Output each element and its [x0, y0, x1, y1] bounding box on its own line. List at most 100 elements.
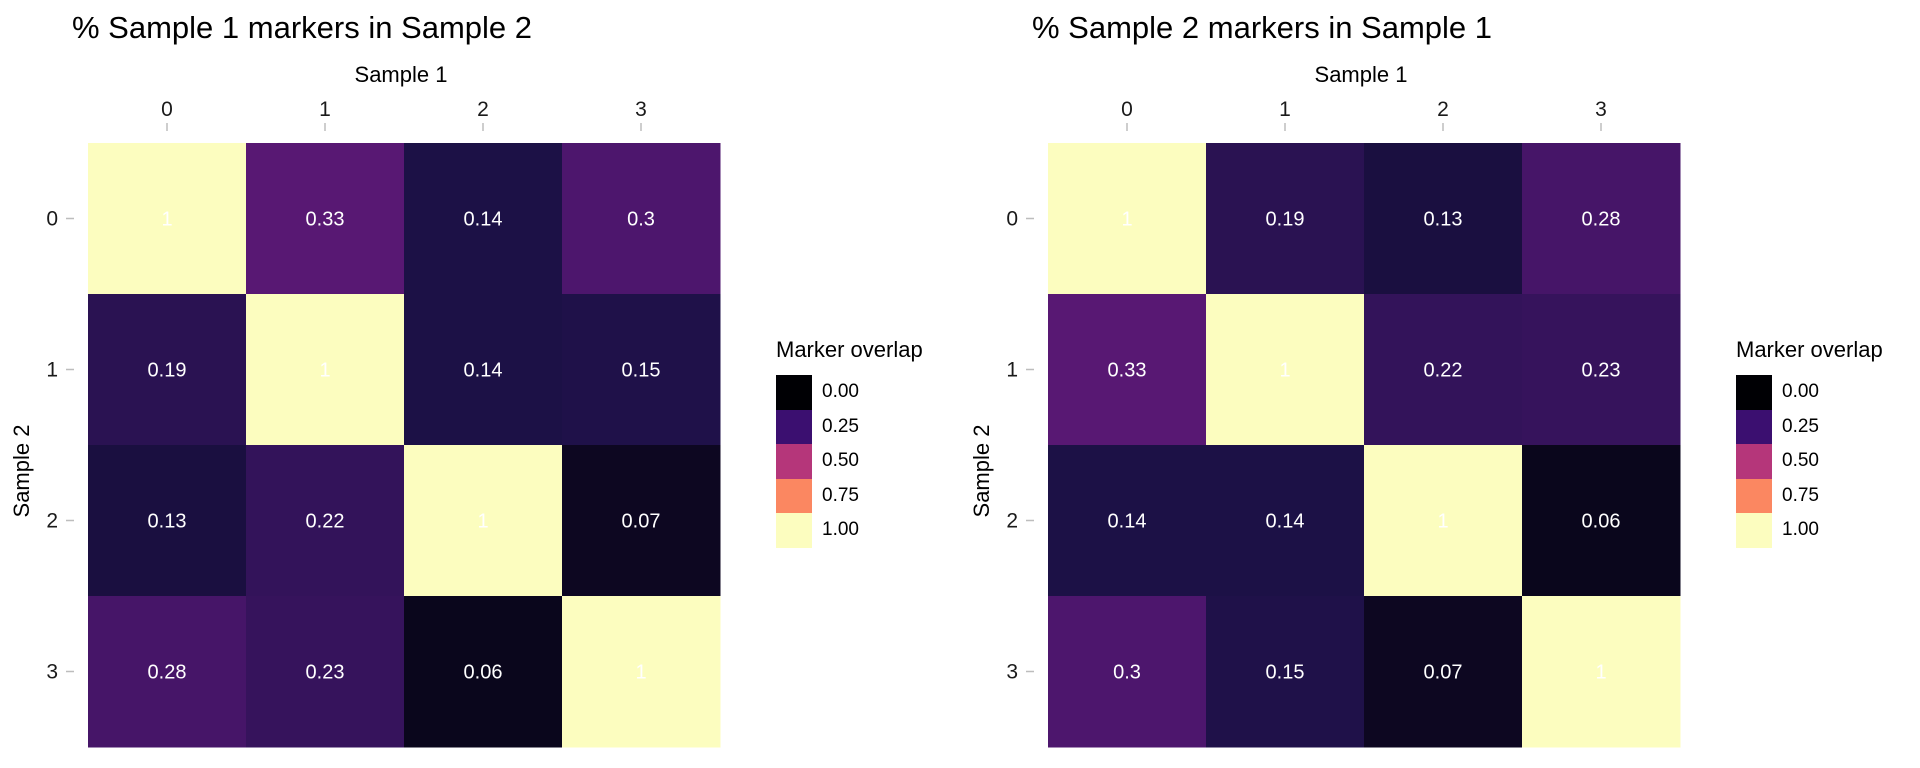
heatmap-cell: [562, 294, 721, 446]
cell-value-label: 0.07: [1424, 662, 1463, 684]
cell-value-label: 0.22: [306, 511, 345, 533]
y-tick-label: 2: [1006, 510, 1018, 533]
heatmap-cell: [562, 143, 721, 295]
heatmap-cell: [1522, 596, 1681, 748]
heatmap-cell: [1206, 143, 1365, 295]
legend-swatch: [776, 375, 812, 410]
heatmap-cell: [404, 143, 563, 295]
cell-value-label: 0.19: [1266, 209, 1305, 231]
heatmap-cell: [1048, 294, 1207, 446]
heatmap-cell: [562, 596, 721, 748]
heatmap-cell: [88, 445, 247, 597]
cell-value-label: 1: [319, 360, 330, 382]
legend-swatch: [1736, 444, 1772, 479]
heatmap-cell: [88, 294, 247, 446]
cell-value-label: 0.07: [622, 511, 661, 533]
legend-label: 0.25: [1782, 415, 1819, 437]
x-tick-label: 3: [1595, 98, 1607, 121]
cell-value-label: 0.13: [1424, 209, 1463, 231]
legend-swatch: [1736, 409, 1772, 444]
legend-swatch: [1736, 375, 1772, 410]
y-tick-label: 0: [1006, 208, 1018, 231]
legend-label: 0.00: [822, 381, 859, 402]
cell-value-label: 0.23: [1582, 360, 1621, 382]
legend-label: 0.00: [1782, 381, 1819, 402]
cell-value-label: 0.13: [148, 511, 187, 533]
heatmap-cell: [1522, 143, 1681, 295]
legend-swatch: [776, 409, 812, 444]
heatmap-cell: [246, 143, 405, 295]
heatmap-cell: [246, 596, 405, 748]
legend-swatch: [1736, 478, 1772, 513]
heatmap-cell: [88, 596, 247, 748]
legend-swatch: [776, 444, 812, 479]
legend-swatch: [1736, 513, 1772, 548]
heatmap-cell: [88, 143, 247, 295]
x-tick-label: 2: [1437, 98, 1449, 121]
legend-label: 1.00: [822, 519, 859, 540]
cell-value-label: 0.15: [1266, 662, 1305, 684]
heatmap-panel-right: % Sample 2 markers in Sample 1 Sample 1 …: [960, 0, 1920, 768]
legend-swatch: [776, 478, 812, 513]
cell-value-label: 0.15: [622, 360, 661, 382]
cell-value-label: 0.3: [627, 209, 655, 231]
cell-value-label: 1: [635, 662, 646, 684]
cell-value-label: 0.28: [1582, 209, 1621, 231]
heatmap-cell: [1048, 445, 1207, 597]
cell-value-label: 0.23: [306, 662, 345, 684]
legend-label: 0.50: [822, 450, 859, 471]
cell-value-label: 1: [1595, 662, 1606, 684]
legend-title: Marker overlap: [776, 337, 923, 362]
legend-label: 1.00: [1782, 519, 1819, 540]
cell-value-label: 0.3: [1113, 662, 1141, 684]
x-tick-label: 2: [477, 98, 489, 121]
cell-value-label: 1: [1279, 360, 1290, 382]
cell-value-label: 0.14: [1266, 511, 1305, 533]
cell-value-label: 0.14: [464, 360, 503, 382]
heatmap-panel-left: % Sample 1 markers in Sample 2 Sample 1 …: [9, 10, 923, 748]
y-tick-label: 2: [46, 510, 58, 533]
x-tick-label: 1: [1279, 98, 1291, 121]
legend-label: 0.50: [1782, 450, 1819, 471]
x-axis-label: Sample 1: [354, 62, 448, 87]
heatmap-cell: [246, 294, 405, 446]
heatmap-cell: [246, 445, 405, 597]
x-tick-label: 0: [1121, 98, 1133, 121]
heatmap-cell: [1522, 294, 1681, 446]
heatmap-cell: [1364, 445, 1523, 597]
legend-title: Marker overlap: [1736, 337, 1883, 362]
legend-label: 0.75: [822, 484, 859, 506]
heatmap-cell: [1364, 294, 1523, 446]
x-axis-label: Sample 1: [1314, 62, 1408, 87]
heatmap-cell: [1206, 445, 1365, 597]
heatmap-cell: [1364, 143, 1523, 295]
heatmap-cell: [1364, 596, 1523, 748]
y-tick-label: 1: [1006, 359, 1018, 382]
cell-value-label: 0.06: [464, 662, 503, 684]
heatmap-cell: [1522, 445, 1681, 597]
chart-title: % Sample 1 markers in Sample 2: [72, 10, 533, 45]
cell-value-label: 0.19: [148, 360, 187, 382]
heatmap-plot: 1 0.19 0.13 0.280.33 1 0.22 0.230.14 0.14 1 0.060…: [1006, 98, 1681, 748]
cell-value-label: 0.14: [464, 209, 503, 231]
x-tick-label: 0: [161, 98, 173, 121]
heatmap-plot: 1 0.33 0.14 0.3 0.19 1 0.14 0.15 0.13 0.22 1 0.07 0.…: [46, 98, 721, 748]
cell-value-label: 0.33: [1108, 360, 1147, 382]
y-tick-label: 3: [46, 661, 58, 684]
heatmap-cell: [404, 596, 563, 748]
x-tick-label: 3: [635, 98, 647, 121]
y-tick-label: 3: [1006, 661, 1018, 684]
heatmap-cell: [562, 445, 721, 597]
cell-value-label: 0.33: [306, 209, 345, 231]
heatmap-cell: [1206, 596, 1365, 748]
y-tick-label: 1: [46, 359, 58, 382]
legend-swatch: [776, 513, 812, 548]
cell-value-label: 1: [161, 209, 172, 231]
heatmap-cell: [1048, 143, 1207, 295]
cell-value-label: 1: [1437, 511, 1448, 533]
x-tick-label: 1: [319, 98, 331, 121]
y-tick-label: 0: [46, 208, 58, 231]
cell-value-label: 1: [1121, 209, 1132, 231]
heatmap-cell: [1048, 596, 1207, 748]
legend-label: 0.75: [1782, 484, 1819, 506]
